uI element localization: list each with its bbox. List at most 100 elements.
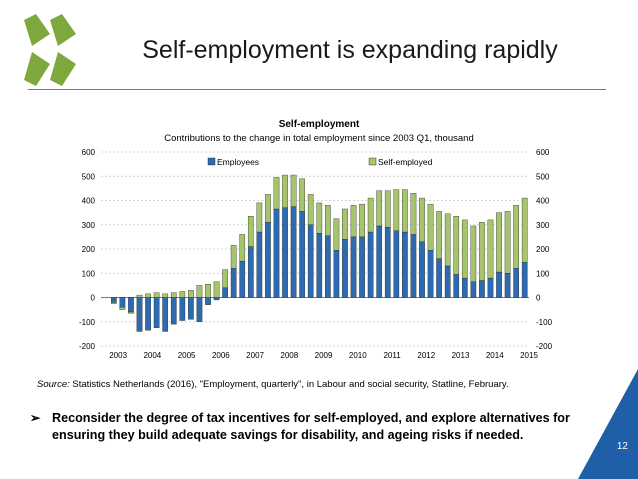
x-tick-label: 2004	[143, 351, 161, 360]
y-tick-label-right: -100	[536, 318, 553, 327]
y-tick-label-left: 0	[91, 294, 96, 303]
bar-employees	[325, 235, 331, 298]
bar-self-employed	[316, 202, 323, 234]
bar-employees	[265, 222, 271, 298]
bar-employees	[384, 227, 391, 298]
bar-employees	[299, 211, 305, 298]
y-tick-label-right: 500	[536, 172, 550, 181]
bar-self-employed	[188, 290, 194, 298]
bar-self-employed	[393, 189, 400, 231]
bar-self-employed	[205, 283, 211, 298]
logo-chevron-3	[24, 52, 50, 86]
bar-self-employed	[282, 174, 288, 208]
bar-employees	[290, 206, 297, 298]
bar-employees	[342, 239, 348, 298]
bar-employees	[256, 231, 263, 298]
bar-employees	[350, 236, 357, 298]
bar-self-employed	[367, 197, 374, 233]
bar-employees	[479, 280, 485, 298]
oecd-logo	[24, 14, 76, 86]
bar-employees	[162, 297, 169, 332]
bar-employees	[461, 277, 468, 298]
y-tick-label-left: 200	[82, 245, 96, 254]
source-text: Statistics Netherlands (2016), "Employme…	[69, 379, 509, 390]
x-tick-label: 2014	[486, 351, 504, 360]
bar-employees	[359, 236, 365, 298]
bar-self-employed	[239, 234, 246, 262]
bar-employees	[521, 262, 528, 298]
bar-self-employed	[333, 218, 340, 251]
bar-employees	[333, 250, 340, 298]
y-tick-label-left: 100	[82, 269, 96, 278]
bar-employees	[316, 233, 323, 298]
chart-subtitle: Contributions to the change in total emp…	[164, 133, 473, 144]
y-tick-label-right: 200	[536, 245, 550, 254]
page-corner-triangle	[578, 369, 638, 479]
bar-employees	[376, 225, 383, 298]
bar-self-employed	[384, 190, 391, 228]
y-tick-label-left: 300	[82, 221, 96, 230]
x-tick-label: 2007	[246, 351, 264, 360]
y-tick-label-left: 600	[82, 148, 96, 157]
bar-employees	[496, 271, 502, 298]
y-tick-label-right: 600	[536, 148, 550, 157]
bar-employees	[444, 265, 451, 298]
x-tick-label: 2011	[383, 351, 401, 360]
x-tick-label: 2013	[452, 351, 470, 360]
logo-chevron-4	[50, 52, 76, 86]
bar-self-employed	[170, 292, 177, 298]
bar-self-employed	[222, 269, 228, 288]
bar-self-employed	[145, 293, 151, 298]
y-tick-label-right: 100	[536, 269, 550, 278]
bar-self-employed	[376, 190, 383, 227]
bar-self-employed	[128, 311, 134, 314]
bar-self-employed	[402, 189, 408, 233]
source-note: Source: Statistics Netherlands (2016), "…	[37, 379, 509, 390]
bar-employees	[410, 234, 417, 298]
bar-employees	[427, 250, 434, 298]
bar-employees	[239, 260, 246, 298]
y-tick-label-right: 0	[536, 294, 541, 303]
bar-self-employed	[230, 245, 237, 269]
bar-employees	[188, 297, 194, 320]
bar-self-employed	[179, 291, 186, 298]
bar-self-employed	[273, 177, 280, 210]
y-tick-label-left: -100	[79, 318, 96, 327]
bar-employees	[230, 268, 237, 298]
slide-title: Self-employment is expanding rapidly	[142, 36, 558, 64]
x-tick-label: 2012	[417, 351, 435, 360]
bar-self-employed	[256, 202, 263, 233]
bar-employees	[170, 297, 177, 325]
bar-self-employed	[307, 194, 314, 225]
bar-employees	[273, 208, 280, 298]
bar-self-employed	[436, 211, 442, 259]
bar-self-employed	[504, 211, 511, 274]
logo-chevron-1	[24, 14, 50, 46]
bullet-arrow-icon: ➢	[30, 411, 41, 425]
y-tick-label-right: 300	[536, 221, 550, 230]
bar-employees	[470, 281, 477, 298]
bar-self-employed	[299, 178, 305, 212]
bar-employees	[282, 207, 288, 298]
bullet-point: ➢ Reconsider the degree of tax incentive…	[30, 410, 575, 444]
bar-employees	[307, 224, 314, 298]
bar-employees	[487, 277, 494, 298]
y-tick-label-right: 400	[536, 197, 550, 206]
bar-self-employed	[153, 292, 160, 298]
bar-self-employed	[136, 294, 143, 298]
bar-self-employed	[359, 203, 365, 238]
bar-employees	[119, 297, 126, 308]
bar-self-employed	[119, 307, 126, 310]
bar-self-employed	[162, 293, 169, 298]
bar-employees	[513, 268, 519, 298]
bar-employees	[453, 274, 460, 298]
bar-self-employed	[265, 194, 271, 223]
bar-self-employed	[342, 208, 348, 240]
bar-self-employed	[453, 216, 460, 275]
x-tick-label: 2006	[212, 351, 230, 360]
x-tick-label: 2015	[520, 351, 538, 360]
bullet-text: Reconsider the degree of tax incentives …	[52, 411, 570, 442]
bar-self-employed	[521, 197, 528, 263]
bar-self-employed	[487, 219, 494, 279]
